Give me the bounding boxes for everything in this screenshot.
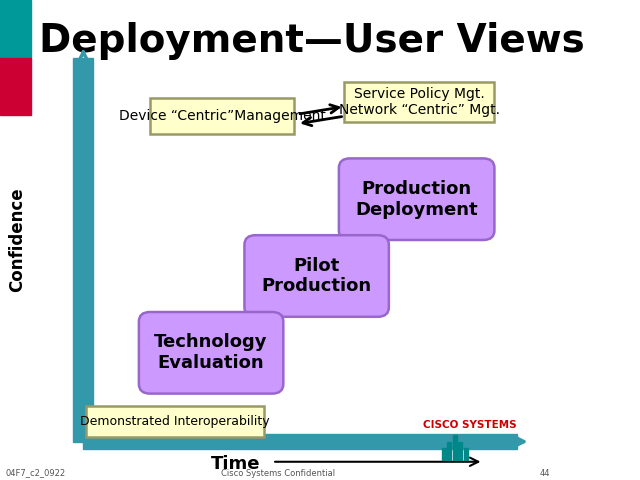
Text: Demonstrated Interoperability: Demonstrated Interoperability <box>80 415 270 428</box>
Bar <box>442 448 445 460</box>
Bar <box>0 0 31 58</box>
FancyBboxPatch shape <box>150 98 294 134</box>
Text: Time: Time <box>211 455 260 473</box>
Bar <box>458 442 462 460</box>
Bar <box>0 58 31 115</box>
Text: Cisco Systems Confidential: Cisco Systems Confidential <box>221 468 335 478</box>
Text: Production
Deployment: Production Deployment <box>355 180 478 218</box>
Bar <box>83 434 516 449</box>
Text: 04F7_c2_0922: 04F7_c2_0922 <box>6 468 66 478</box>
Text: 44: 44 <box>540 468 550 478</box>
FancyBboxPatch shape <box>139 312 284 394</box>
Bar <box>74 58 93 442</box>
FancyBboxPatch shape <box>344 82 495 122</box>
Text: Service Policy Mgt.
Network “Centric” Mgt.: Service Policy Mgt. Network “Centric” Mg… <box>339 87 500 117</box>
Text: CISCO SYSTEMS: CISCO SYSTEMS <box>422 420 516 430</box>
FancyBboxPatch shape <box>244 235 389 317</box>
FancyBboxPatch shape <box>86 406 264 437</box>
Text: Device “Centric”Management: Device “Centric”Management <box>119 109 326 123</box>
Bar <box>447 442 451 460</box>
FancyBboxPatch shape <box>339 158 495 240</box>
Text: Deployment—User Views: Deployment—User Views <box>39 22 584 60</box>
Text: Confidence: Confidence <box>8 188 26 292</box>
Text: Pilot
Production: Pilot Production <box>262 257 372 295</box>
Text: Technology
Evaluation: Technology Evaluation <box>154 334 268 372</box>
Bar <box>452 435 457 460</box>
Bar <box>464 448 468 460</box>
